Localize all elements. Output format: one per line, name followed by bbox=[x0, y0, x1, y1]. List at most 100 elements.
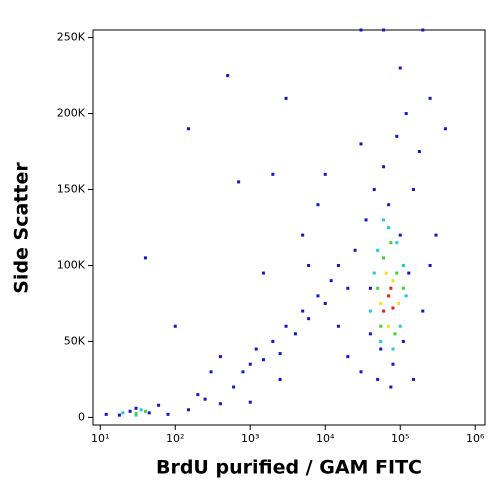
event-dot bbox=[389, 286, 393, 290]
event-dot bbox=[384, 271, 388, 275]
event-dot bbox=[329, 279, 333, 283]
y-tick-label: 250K bbox=[57, 31, 86, 44]
event-dot bbox=[379, 324, 383, 328]
event-dot bbox=[284, 96, 288, 100]
event-dot bbox=[404, 112, 408, 116]
event-dot bbox=[346, 355, 350, 359]
y-tick-label: 150K bbox=[57, 183, 86, 196]
event-dot bbox=[391, 347, 395, 351]
event-dot bbox=[104, 412, 108, 416]
event-dot bbox=[218, 402, 222, 406]
event-dot bbox=[248, 400, 252, 404]
event-dot bbox=[307, 263, 311, 267]
event-dot bbox=[117, 413, 121, 417]
event-dot bbox=[398, 324, 402, 328]
x-tick-label: 10⁵ bbox=[391, 432, 409, 445]
event-dot bbox=[359, 370, 363, 374]
event-dot bbox=[157, 403, 161, 407]
event-dot bbox=[209, 370, 213, 374]
event-dot bbox=[278, 377, 282, 381]
event-dot bbox=[143, 409, 147, 413]
event-dot bbox=[143, 256, 147, 260]
event-dot bbox=[379, 347, 383, 351]
event-dot bbox=[398, 66, 402, 70]
event-dot bbox=[443, 127, 447, 131]
event-dot bbox=[368, 309, 372, 313]
event-dot bbox=[248, 362, 252, 366]
event-dot bbox=[218, 355, 222, 359]
y-tick-label: 50K bbox=[64, 334, 86, 347]
event-dot bbox=[336, 324, 340, 328]
event-dot bbox=[134, 406, 138, 410]
event-dot bbox=[387, 324, 391, 328]
event-dot bbox=[387, 226, 391, 229]
event-dot bbox=[398, 233, 402, 237]
event-dot bbox=[261, 271, 265, 275]
x-tick-label: 10⁶ bbox=[466, 432, 485, 445]
event-dot bbox=[421, 28, 425, 32]
event-dot bbox=[395, 241, 399, 245]
event-dot bbox=[173, 324, 177, 328]
event-dot bbox=[226, 74, 230, 78]
event-dot bbox=[391, 306, 395, 310]
event-dot bbox=[376, 248, 380, 252]
event-dot bbox=[186, 408, 190, 412]
x-tick-label: 10⁴ bbox=[316, 432, 335, 445]
event-dot bbox=[421, 309, 425, 313]
event-dot bbox=[376, 286, 380, 290]
event-dot bbox=[428, 96, 432, 100]
y-tick-label: 200K bbox=[57, 107, 86, 120]
event-dot bbox=[411, 377, 415, 381]
event-dot bbox=[382, 165, 386, 169]
event-dot bbox=[368, 332, 372, 336]
event-dot bbox=[372, 271, 376, 275]
event-dot bbox=[379, 301, 383, 305]
event-dot bbox=[387, 203, 391, 207]
event-dot bbox=[134, 413, 138, 417]
event-dot bbox=[203, 397, 207, 401]
event-dot bbox=[134, 412, 138, 416]
event-dot bbox=[387, 294, 391, 298]
event-dot bbox=[254, 347, 258, 351]
event-dot bbox=[271, 172, 275, 176]
event-dot bbox=[186, 127, 190, 131]
event-dot bbox=[316, 294, 320, 298]
event-dot bbox=[196, 393, 200, 397]
event-dot bbox=[166, 412, 170, 416]
x-tick-label: 10² bbox=[166, 432, 184, 445]
event-dot bbox=[417, 150, 421, 154]
x-tick-label: 10¹ bbox=[91, 432, 109, 445]
event-dot bbox=[407, 271, 411, 275]
event-dot bbox=[389, 241, 393, 245]
event-dot bbox=[364, 218, 368, 222]
event-dot bbox=[278, 352, 282, 356]
event-dot bbox=[376, 377, 380, 381]
y-axis-title: Side Scatter bbox=[11, 162, 33, 294]
event-dot bbox=[241, 370, 245, 374]
event-dot bbox=[395, 134, 399, 138]
event-dot bbox=[353, 248, 357, 252]
event-dot bbox=[301, 309, 305, 313]
event-dot bbox=[323, 301, 327, 305]
event-dot bbox=[336, 263, 340, 267]
event-dot bbox=[139, 408, 143, 412]
x-tick-label: 10³ bbox=[241, 432, 259, 445]
event-dot bbox=[323, 172, 327, 176]
event-dot bbox=[401, 263, 405, 267]
event-dot bbox=[428, 263, 432, 267]
x-axis-title: BrdU purified / GAM FITC bbox=[156, 457, 422, 479]
event-dot bbox=[382, 256, 386, 260]
event-dot bbox=[379, 339, 383, 343]
event-dot bbox=[382, 309, 386, 313]
event-dot bbox=[293, 332, 297, 336]
event-dot bbox=[121, 411, 125, 415]
event-dot bbox=[397, 301, 401, 305]
y-tick-label: 100K bbox=[57, 258, 86, 271]
event-dot bbox=[316, 203, 320, 207]
y-tick-label: 0 bbox=[78, 410, 85, 423]
event-dot bbox=[301, 233, 305, 237]
event-dot bbox=[411, 188, 415, 192]
event-dot bbox=[391, 362, 395, 366]
event-dot bbox=[261, 358, 265, 362]
